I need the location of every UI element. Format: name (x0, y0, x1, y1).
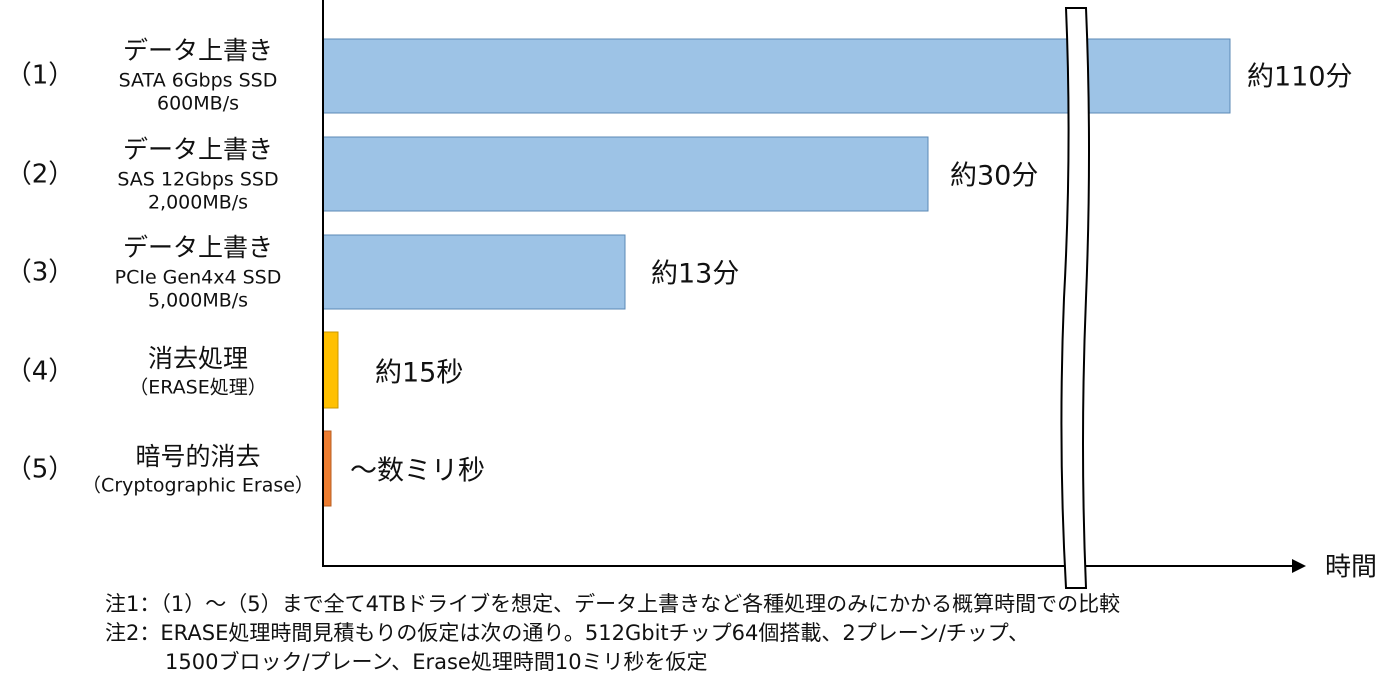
row-index: （2） (6, 160, 75, 190)
row-title: データ上書き (123, 233, 273, 262)
row-title: データ上書き (123, 36, 273, 65)
note: 1500ブロック/プレーン、Erase処理時間10ミリ秒を仮定 (165, 650, 708, 674)
axis-label: 時間 (1325, 553, 1377, 583)
result-label: ～数ミリ秒 (350, 456, 485, 487)
row-subtitle: SAS 12Gbps SSD (117, 169, 278, 191)
result-label: 約30分 (950, 161, 1038, 192)
row-subtitle: 2,000MB/s (148, 192, 248, 214)
row-subtitle: PCIe Gen4x4 SSD (115, 267, 282, 289)
bar (322, 136, 929, 212)
row-title: 暗号的消去 (135, 442, 260, 471)
row-subtitle: （ERASE処理） (129, 377, 267, 399)
row-subtitle: （Cryptographic Erase） (82, 475, 314, 497)
result-label: 約110分 (1247, 62, 1353, 93)
row-index: （4） (6, 357, 75, 387)
bar (322, 38, 1231, 114)
note: 注2：ERASE処理時間見積もりの仮定は次の通り。512Gbitチップ64個搭載… (105, 621, 1029, 645)
row-title: 消去処理 (148, 344, 248, 373)
row-index: （5） (6, 455, 75, 485)
row-title: データ上書き (123, 135, 273, 164)
bar (322, 234, 626, 310)
axis-arrow (1292, 559, 1306, 573)
row-subtitle: 600MB/s (157, 93, 239, 115)
row-index: （3） (6, 258, 75, 288)
bar (322, 331, 339, 409)
result-label: 約13分 (651, 259, 739, 290)
note: 注1：（1）～（5）まで全て4TBドライブを想定、データ上書きなど各種処理のみに… (105, 592, 1120, 616)
row-subtitle: 5,000MB/s (148, 290, 248, 312)
row-subtitle: SATA 6Gbps SSD (119, 70, 278, 92)
row-index: （1） (6, 61, 75, 91)
result-label: 約15秒 (375, 358, 463, 389)
axis-break (1060, 7, 1090, 589)
bar (322, 430, 332, 507)
